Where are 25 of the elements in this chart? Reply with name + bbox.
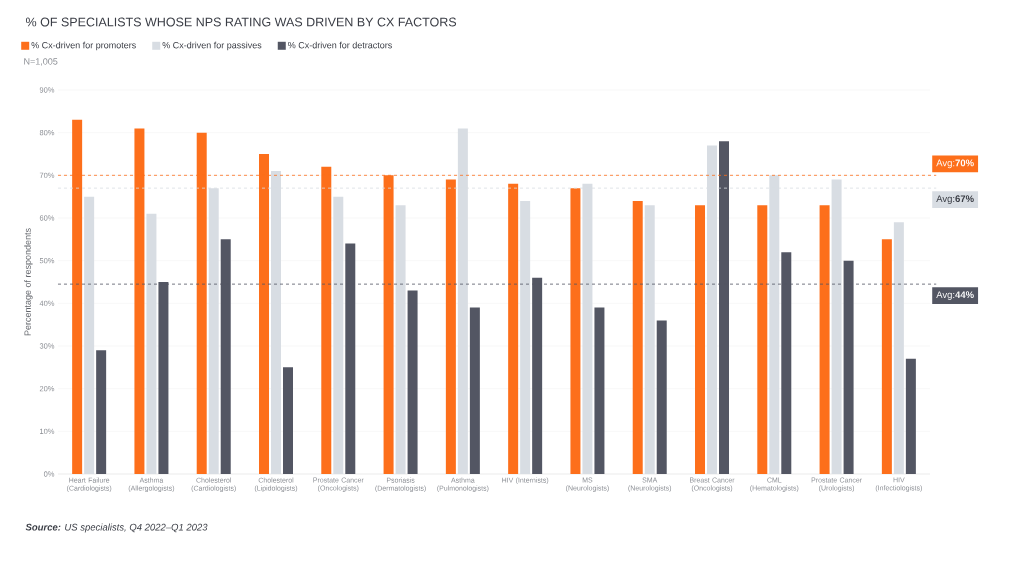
text: N=1,005 bbox=[24, 58, 58, 66]
legend-label: % Cx-driven for detractors bbox=[288, 41, 392, 49]
bar bbox=[632, 200, 643, 474]
y-axis-title: Percentage of respondents bbox=[24, 228, 33, 336]
text: Source: US specialists, Q4 2022–Q1 2023 bbox=[25, 523, 208, 533]
legend-label: % Cx-driven for passives bbox=[162, 41, 262, 51]
bar bbox=[445, 179, 456, 474]
bar bbox=[819, 205, 830, 474]
bar bbox=[757, 205, 768, 474]
legend-label: % Cx-driven for promoters bbox=[31, 41, 136, 51]
chart-title: % OF SPECIALISTS WHOSE NPS RATING WAS DRIVEN BY CX FACTORS bbox=[25, 17, 457, 27]
bar bbox=[881, 239, 892, 474]
bar bbox=[469, 307, 480, 474]
bar bbox=[570, 188, 581, 474]
ref-line-label: Avg:67% bbox=[936, 195, 974, 204]
bar bbox=[695, 205, 706, 474]
ref-line-label: Avg:70% bbox=[936, 159, 974, 169]
ref-line-label: Avg:44% bbox=[936, 291, 974, 300]
bar bbox=[656, 320, 667, 474]
bar bbox=[283, 367, 293, 474]
bar bbox=[407, 290, 418, 474]
bar bbox=[594, 307, 605, 474]
bar bbox=[905, 358, 916, 474]
bar bbox=[508, 183, 519, 474]
bar bbox=[96, 350, 107, 474]
